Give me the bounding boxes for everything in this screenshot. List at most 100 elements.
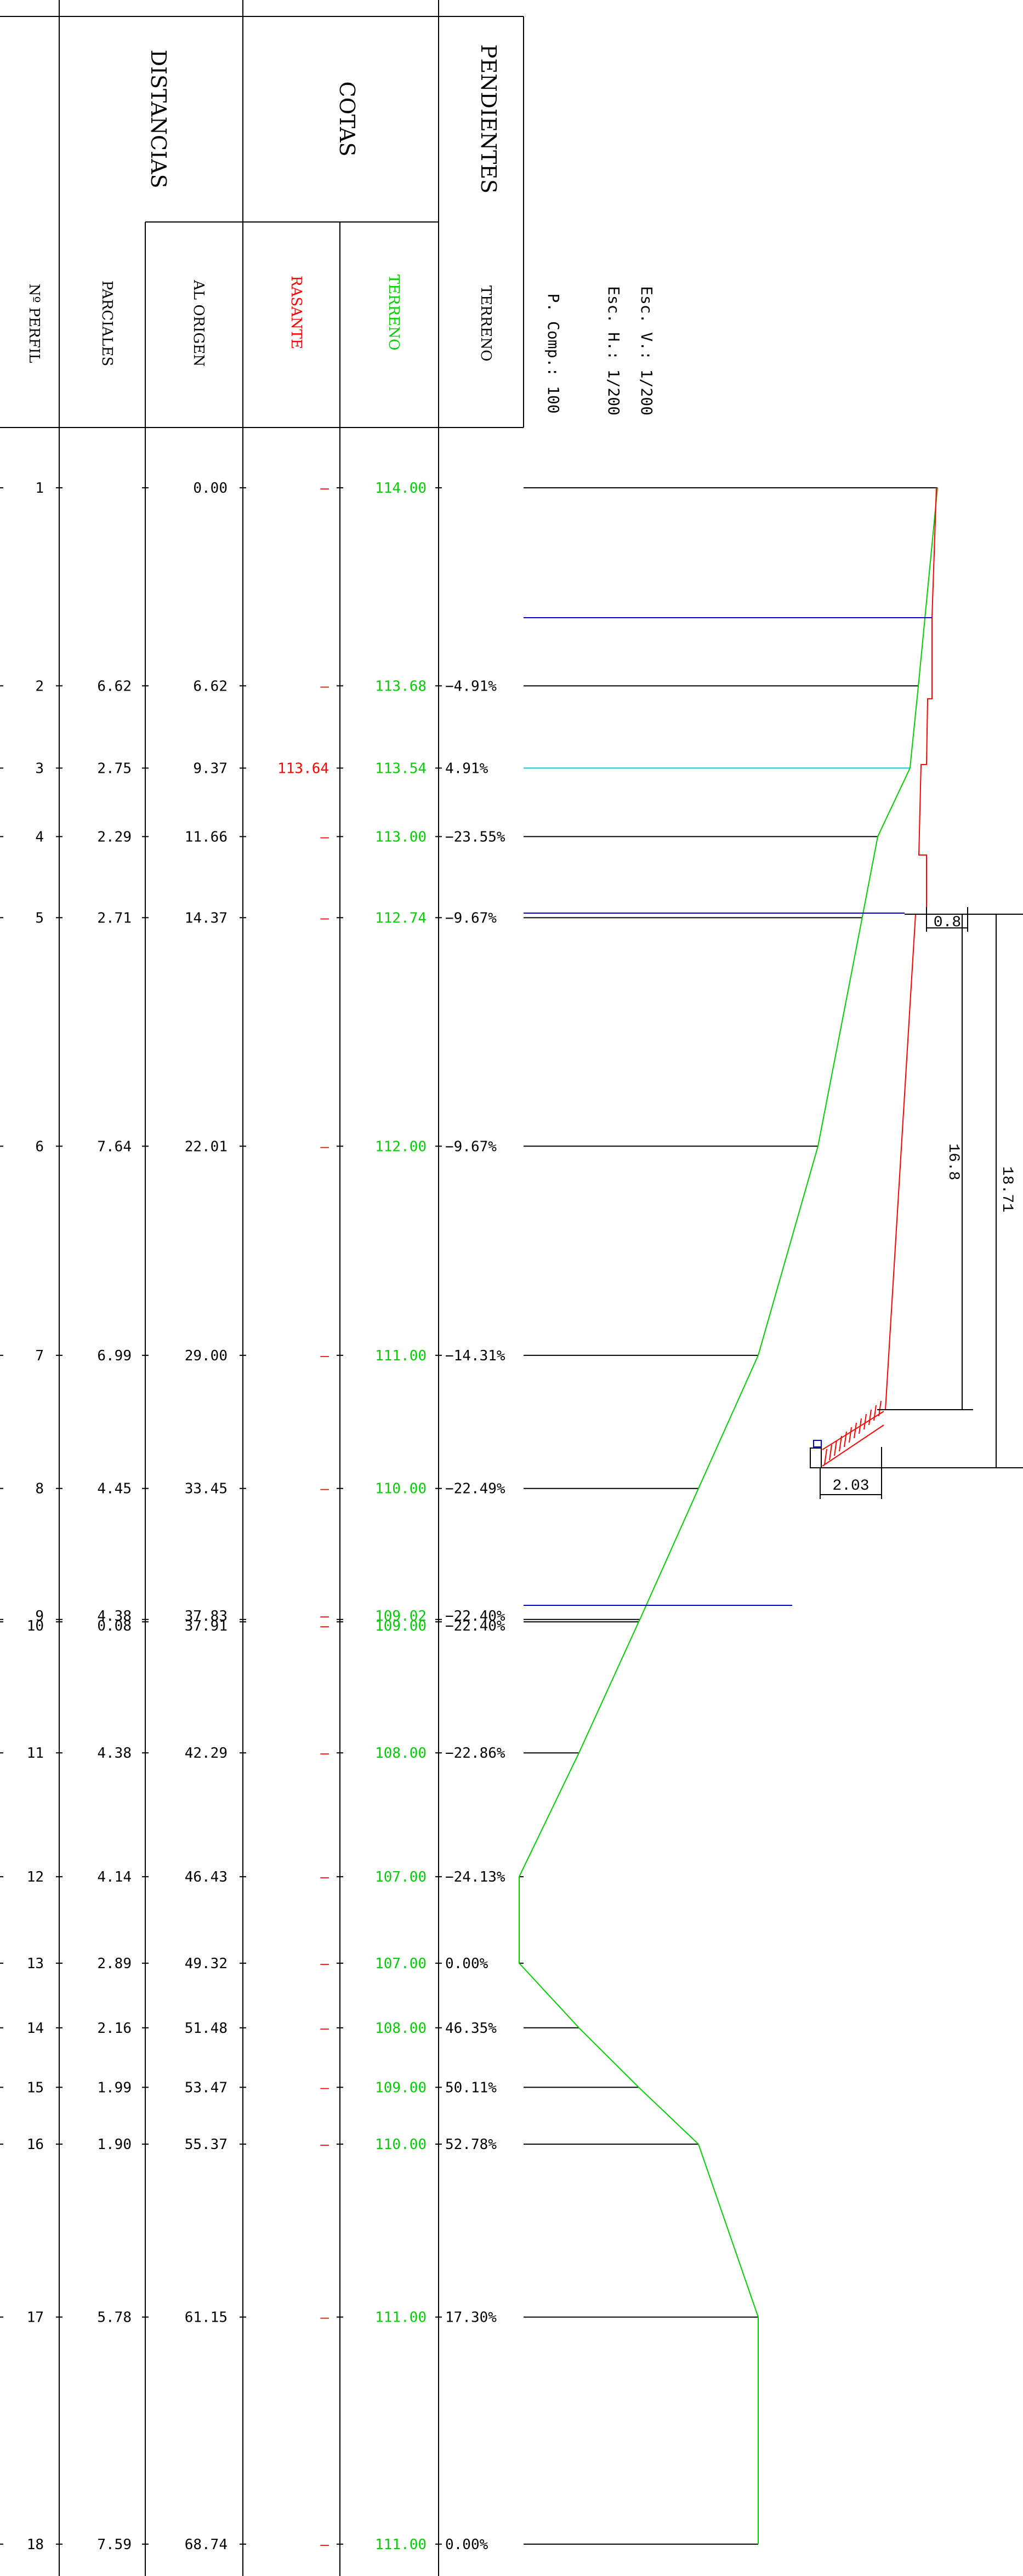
cell-parcial: 2.29 [97,829,132,845]
cell-parcial: 1.90 [97,2136,132,2153]
special-lines [524,617,932,1606]
wall-drain [813,1440,822,1447]
table-row: 18 7.59 68.74 – 111.00 0.00% [0,2537,758,2553]
cell-rasante: – [320,1138,329,1155]
cell-perfil: 5 [35,910,44,926]
cell-terreno: 113.54 [375,760,427,777]
scale-horizontal: Esc. H.: 1/200 [605,286,623,415]
cell-origen: 68.74 [185,2537,228,2553]
cell-perfil: 14 [27,2020,44,2037]
cell-origen: 37.83 [185,1608,228,1625]
dim-label-mid: 16.8 [945,1143,962,1180]
cell-pendiente: 4.91% [445,760,488,777]
cell-parcial: 2.89 [97,1956,132,1972]
table-row: 1 0.00 – 114.00 [0,480,937,497]
cell-terreno: 109.02 [375,1608,427,1625]
cell-rasante: – [320,2020,329,2037]
table-row: 8 4.45 33.45 – 110.00 −22.49% [0,1481,698,1497]
cell-pendiente: 0.00% [445,1956,488,1972]
cell-rasante: – [320,1869,329,1885]
cell-rasante: – [320,829,329,845]
profile-rows: 1 0.00 – 114.00 2 6.62 6.62 – 113.68 −4.91% 3 2.75 9… [0,480,937,2553]
cell-perfil: 10 [27,1618,44,1634]
header-terreno-cota: TERRENO [385,275,402,351]
cell-terreno: 108.00 [375,2020,427,2037]
cell-parcial: 4.45 [97,1481,132,1497]
cell-origen: 22.01 [185,1138,228,1155]
cell-pendiente: 46.35% [445,2020,497,2037]
cell-rasante: – [320,1618,329,1634]
cell-origen: 61.15 [185,2310,228,2326]
wall-footing [810,1447,822,1468]
table-row: 6 7.64 22.01 – 112.00 −9.67% [0,1138,818,1155]
profile-drawing [519,487,938,2544]
cell-pendiente: 0.00% [445,2537,488,2553]
cell-parcial: 4.38 [97,1608,132,1625]
cell-rasante: 113.64 [277,760,329,777]
table-row: 3 2.75 9.37 113.64 113.54 4.91% [0,760,910,777]
table-row: 7 6.99 29.00 – 111.00 −14.31% [0,1348,758,1364]
cell-perfil: 17 [27,2310,44,2326]
header-rasante: RASANTE [288,276,304,349]
rasante-line [885,487,937,1410]
cell-terreno: 114.00 [375,480,427,497]
cell-rasante: – [320,678,329,694]
dimension-lines [820,907,1023,1499]
cell-terreno: 110.00 [375,2136,427,2153]
cell-terreno: 111.00 [375,2537,427,2553]
cell-rasante: – [320,1745,329,1762]
cell-terreno: 112.00 [375,1138,427,1155]
cell-parcial: 7.59 [97,2537,132,2553]
cell-perfil: 3 [35,760,44,777]
cell-perfil: 6 [35,1138,44,1155]
header-terreno-pendiente: TERRENO [478,286,494,362]
cell-origen: 29.00 [185,1348,228,1364]
cell-rasante: – [320,910,329,926]
cell-origen: 42.29 [185,1745,228,1762]
cell-terreno: 107.00 [375,1869,427,1885]
cell-parcial: 1.99 [97,2079,132,2096]
cell-pendiente: −22.49% [445,1481,505,1497]
cell-perfil: 8 [35,1481,44,1497]
cell-perfil: 1 [35,480,44,497]
cell-rasante: – [320,2310,329,2326]
cell-perfil: 4 [35,829,44,845]
cell-pendiente: −9.67% [445,1138,497,1155]
header-distancias: DISTANCIAS [146,49,170,188]
cell-origen: 55.37 [185,2136,228,2153]
cell-perfil: 18 [27,2537,44,2553]
cell-pendiente: −24.13% [445,1869,505,1885]
table-row: 10 0.08 37.91 – 109.00 −22.40% [0,1618,639,1634]
cell-origen: 46.43 [185,1869,228,1885]
cell-terreno: 113.68 [375,678,427,694]
cell-origen: 53.47 [185,2079,228,2096]
cell-parcial: 6.62 [97,678,132,694]
cell-origen: 33.45 [185,1481,228,1497]
header-pendientes: PENDIENTES [476,44,501,193]
cell-terreno: 108.00 [375,1745,427,1762]
cell-perfil: 12 [27,1869,44,1885]
cell-pendiente: −4.91% [445,678,497,694]
cell-origen: 51.48 [185,2020,228,2037]
header-perfil: Nº PERFIL [26,284,42,363]
cell-pendiente: −22.86% [445,1745,505,1762]
scale-vertical: Esc. V.: 1/200 [638,286,656,415]
cell-rasante: – [320,480,329,497]
cell-pendiente: −22.40% [445,1608,505,1625]
header-al-origen: AL ORIGEN [190,280,207,367]
cell-perfil: 9 [35,1608,44,1625]
header-parciales: PARCIALES [99,281,115,366]
cell-terreno: 111.00 [375,1348,427,1364]
cell-parcial: 2.16 [97,2020,132,2037]
cell-parcial: 0.08 [97,1618,132,1634]
table-row: 15 1.99 53.47 – 109.00 50.11% [0,2079,639,2096]
cell-pendiente: −14.31% [445,1348,505,1364]
cell-origen: 6.62 [193,678,228,694]
cell-origen: 37.91 [185,1618,228,1634]
cell-perfil: 2 [35,678,44,694]
cell-rasante: – [320,2136,329,2153]
cell-parcial: 4.14 [97,1869,132,1885]
cell-perfil: 11 [27,1745,44,1762]
cell-rasante: – [320,2079,329,2096]
table-row: 2 6.62 6.62 – 113.68 −4.91% [0,678,919,694]
